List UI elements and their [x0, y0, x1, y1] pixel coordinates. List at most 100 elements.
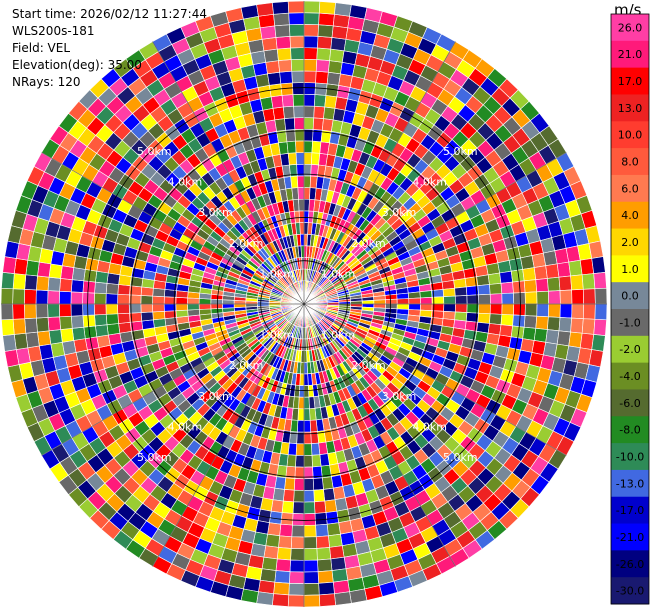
velocity-gate [303, 443, 313, 456]
ray-spoke [303, 303, 456, 567]
range-ring-label: 3.0km [198, 390, 233, 403]
velocity-gate [303, 583, 320, 596]
velocity-gate [326, 522, 341, 537]
velocity-gate [0, 287, 14, 305]
velocity-gate [187, 297, 200, 305]
velocity-gate [558, 275, 572, 291]
colorbar-bin [611, 496, 649, 525]
velocity-gate [556, 330, 571, 347]
colorbar-bin [611, 40, 649, 69]
velocity-gate [571, 289, 584, 305]
colorbar-bin [611, 309, 649, 337]
velocity-gate [583, 303, 596, 320]
colorbar-bin [611, 94, 649, 122]
velocity-gate [36, 317, 50, 333]
velocity-gate [70, 291, 84, 305]
velocity-gate [309, 407, 317, 421]
velocity-gate [263, 545, 279, 560]
velocity-gate [175, 303, 188, 312]
colorbar-tick-label: 6.0 [621, 182, 639, 195]
velocity-gate [233, 303, 247, 308]
velocity-gate [313, 105, 326, 119]
velocity-gate [13, 258, 29, 276]
velocity-gate [48, 329, 63, 345]
velocity-gate [4, 240, 20, 259]
range-ring-labels: 1.0km 1.0km 1.0km 1.0km 2.0km 2.0km 2.0km 2.0km… [137, 145, 478, 464]
velocity-gate [535, 278, 549, 293]
velocity-gate [499, 270, 513, 284]
velocity-gate [279, 70, 293, 85]
velocity-gate [287, 0, 305, 14]
velocity-gate [329, 48, 345, 63]
velocity-gate [583, 288, 596, 305]
velocity-gate [47, 290, 60, 305]
velocity-gate [284, 477, 296, 491]
velocity-gate [47, 316, 61, 332]
velocity-gate [278, 59, 293, 73]
range-ring-label: 3.0km [198, 206, 233, 219]
velocity-gate [270, 95, 284, 109]
velocity-gate [489, 293, 503, 305]
colorbar-bin [611, 469, 649, 498]
velocity-gate [59, 278, 73, 293]
velocity-gate [324, 499, 338, 513]
ray-spoke [152, 41, 305, 305]
velocity-gate [240, 4, 259, 20]
colorbar-tick-label: -13.0 [616, 477, 644, 490]
colorbar-bin [611, 148, 649, 176]
velocity-gate [303, 396, 310, 410]
velocity-gate [289, 571, 305, 584]
velocity-gate [536, 303, 550, 318]
range-ring-label: 3.0km [382, 390, 417, 403]
velocity-gate [313, 489, 326, 503]
instrument-label: WLS200s-181 [12, 24, 95, 38]
velocity-gate [334, 591, 352, 606]
velocity-gate [303, 0, 321, 14]
velocity-gate [454, 303, 468, 313]
velocity-gate [316, 47, 332, 61]
velocity-gate [286, 140, 297, 154]
velocity-gate [295, 152, 305, 165]
velocity-gate [513, 292, 526, 305]
velocity-gate [12, 273, 27, 290]
velocity-gate [361, 300, 375, 305]
velocity-gate [82, 280, 96, 294]
velocity-gate [536, 290, 550, 305]
velocity-gate [303, 536, 318, 550]
velocity-gate [278, 535, 293, 549]
colorbar-bin [611, 523, 649, 551]
velocity-gate [547, 316, 561, 332]
velocity-gate [478, 303, 491, 315]
velocity-gate [303, 420, 312, 433]
velocity-gate [260, 96, 274, 111]
colorbar-bin [611, 174, 649, 203]
colorbar-tick-label: 13.0 [618, 102, 643, 115]
velocity-gate [210, 307, 224, 315]
velocity-gate [175, 309, 189, 318]
velocity-gate [332, 579, 350, 595]
colorbar-tick-label: -10.0 [616, 451, 644, 464]
velocity-gate [523, 315, 538, 329]
velocity-gate [284, 117, 296, 131]
colorbar-bin [611, 255, 649, 283]
velocity-gate [593, 318, 607, 337]
colorbar-tick-label: 0.0 [621, 290, 639, 303]
velocity-gate [326, 71, 341, 86]
colorbar-tick-label: 1.0 [621, 263, 639, 276]
velocity-gate [282, 489, 295, 503]
velocity-gate [523, 279, 538, 293]
velocity-gate [117, 312, 131, 324]
velocity-gate [37, 330, 52, 347]
velocity-gate [24, 289, 37, 305]
velocity-gate [319, 453, 330, 467]
colorbar-tick-label: -6.0 [619, 397, 640, 410]
velocity-gate [593, 271, 607, 290]
velocity-gate [287, 152, 297, 166]
velocity-gate [259, 568, 277, 583]
range-ring-label: 4.0km [168, 420, 203, 433]
velocity-gate [332, 13, 350, 29]
velocity-gate [588, 349, 604, 368]
velocity-gate [512, 280, 526, 294]
velocity-gate [289, 559, 305, 573]
velocity-gate [274, 570, 291, 584]
